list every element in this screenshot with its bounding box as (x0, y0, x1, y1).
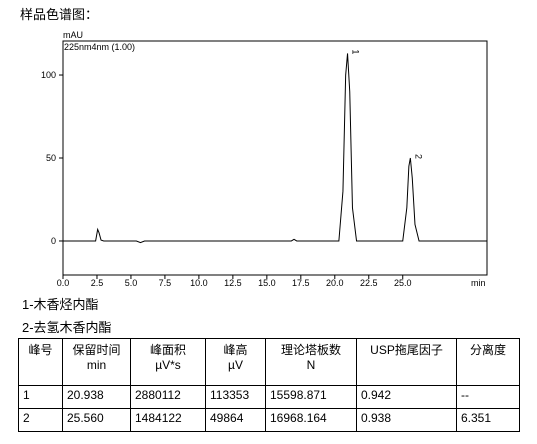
result-table: 峰号 保留时间 min 峰面积 µV*s 峰高 µV 理论塔板数 N USP拖尾因子 分离度 1 20.… (18, 338, 520, 432)
header-row: 峰号 保留时间 min 峰面积 µV*s 峰高 µV 理论塔板数 N USP拖尾因子 分离度 (18, 338, 520, 386)
cell: 0.942 (356, 385, 457, 409)
cell: 16968.164 (265, 408, 357, 432)
note: 2-去氢木香内酯 (22, 320, 112, 335)
cell: 2 (18, 408, 63, 432)
x-tick-label: 17.5 (292, 278, 310, 288)
note: 1-木香烃内酯 (22, 297, 99, 312)
header-text: µV*s (155, 358, 181, 372)
cell: -- (456, 385, 520, 409)
header-text: 分离度 (469, 343, 506, 357)
header-cell: 分离度 (456, 338, 520, 386)
header-cell: 理论塔板数 N (265, 338, 357, 386)
trace (63, 53, 487, 244)
cell: 1484122 (130, 408, 206, 432)
x-tick-label: 20.0 (326, 278, 344, 288)
y-axis-label: mAU (63, 30, 83, 40)
cell: 0.938 (356, 408, 457, 432)
x-tick-label: 12.5 (224, 278, 242, 288)
header-text: N (306, 358, 316, 372)
header-cell: 峰面积 µV*s (130, 338, 206, 386)
header-text: 峰号 (28, 343, 53, 357)
cell: 6.351 (456, 408, 520, 432)
data-row: 2 25.560 1484122 49864 16968.164 0.938 6.351 (18, 408, 520, 432)
annotation: 225nm4nm (1.00) (64, 42, 135, 52)
y-tick-label: 50 (46, 153, 56, 163)
x-tick-label: 5.0 (125, 278, 138, 288)
header-text: min (86, 358, 107, 372)
x-tick-label: 0.0 (57, 278, 70, 288)
header-text: 峰高 (223, 343, 248, 357)
x-tick-label: 15.0 (258, 278, 276, 288)
heading: 样品色谱图： (20, 7, 99, 22)
y-tick-label: 100 (41, 70, 56, 80)
cell: 20.938 (62, 385, 131, 409)
cell: 25.560 (62, 408, 131, 432)
cell: 1 (18, 385, 63, 409)
cell: 15598.871 (265, 385, 357, 409)
data-row: 1 20.938 2880112 113353 15598.871 0.942 -- (18, 385, 520, 409)
header-cell: USP拖尾因子 (356, 338, 457, 386)
x-axis-label: min (471, 278, 486, 288)
x-tick-label: 25.0 (394, 278, 412, 288)
header-text: µV (228, 358, 243, 372)
header-cell: 保留时间 min (62, 338, 131, 386)
x-tick-label: 7.5 (159, 278, 172, 288)
cell: 113353 (205, 385, 266, 409)
header-text: 峰面积 (149, 343, 186, 357)
chart: mAU 225nm4nm (1.00) min 0 50 100 0.0 2.5 5.0 7.5 1… (41, 30, 488, 288)
x-tick-label: 2.5 (91, 278, 104, 288)
header-text: USP拖尾因子 (370, 343, 443, 357)
header-text: 保留时间 (72, 343, 121, 357)
x-tick-label: 10.0 (190, 278, 208, 288)
header-cell: 峰号 (18, 338, 63, 386)
y-tick-label: 0 (51, 236, 56, 246)
x-tick-label: 22.5 (360, 278, 378, 288)
cell: 2880112 (130, 385, 206, 409)
peak-label: 1 (351, 49, 361, 54)
peak-label: 2 (413, 154, 423, 159)
cell: 49864 (205, 408, 266, 432)
header-text: 理论塔板数 (280, 343, 341, 357)
header-cell: 峰高 µV (205, 338, 266, 386)
